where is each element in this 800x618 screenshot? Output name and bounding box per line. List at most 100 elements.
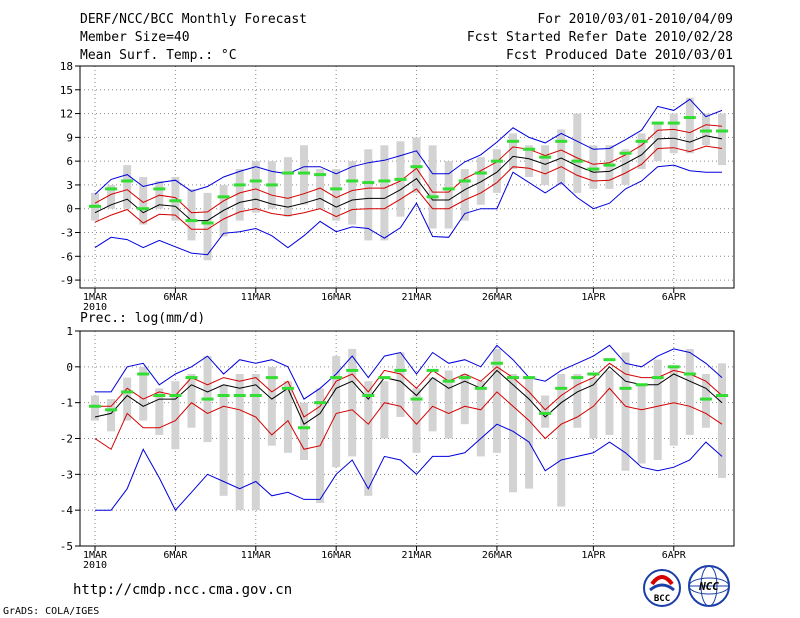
observation-mark [539, 411, 552, 415]
ensemble-range-bar [460, 374, 469, 425]
ensemble-range-bar [557, 374, 566, 507]
observation-mark [137, 372, 150, 376]
ensemble-range-bar [348, 348, 357, 457]
ensemble-range-bar [669, 113, 678, 154]
y-tick-label: 18 [60, 60, 73, 73]
ensemble-range-bar [364, 149, 373, 241]
ensemble-range-bar [460, 169, 469, 221]
observation-mark [426, 368, 439, 372]
ensemble-range-bar [412, 137, 421, 193]
observation-mark [490, 159, 503, 163]
ensemble-range-bar [139, 177, 148, 225]
observation-mark [410, 397, 423, 401]
ensemble-range-bar [235, 374, 244, 511]
ensemble-range-bar [300, 145, 308, 205]
y-tick-label: -5 [60, 540, 73, 553]
ensemble-range-bar [123, 165, 132, 209]
x-year-label: 2010 [83, 302, 107, 313]
ensemble-range-bar [701, 113, 710, 146]
figure-title: DERF/NCC/BCC Monthly Forecast [80, 12, 307, 27]
spread-upper-line [95, 362, 723, 418]
ensemble-range-bar [171, 177, 180, 221]
observation-mark [105, 187, 118, 191]
x-tick-label: 6APR [662, 550, 687, 561]
observation-mark [667, 365, 680, 369]
temperature-variable-label: Mean Surf. Temp.: °C [80, 48, 237, 63]
observation-mark [362, 394, 375, 397]
observation-mark [314, 401, 327, 405]
observation-mark [249, 179, 262, 183]
x-tick-label: 1MAR [83, 550, 108, 561]
ensemble-range-bar [171, 381, 180, 450]
observation-mark [619, 151, 632, 155]
ensemble-range-bar [187, 374, 196, 428]
ensemble-max-line [95, 344, 723, 400]
source-url[interactable]: http://cmdp.ncc.cma.gov.cn [73, 582, 292, 598]
observation-mark [153, 187, 166, 191]
observation-mark [555, 139, 568, 143]
observation-mark [571, 159, 584, 163]
ensemble-range-bar [573, 374, 582, 428]
ensemble-range-bar [219, 384, 228, 496]
observation-mark [137, 207, 150, 211]
y-tick-label: 1 [66, 325, 73, 338]
x-tick-label: 26MAR [482, 292, 513, 303]
observation-mark [185, 219, 198, 223]
observation-mark [314, 173, 327, 177]
ensemble-range-bar [412, 388, 421, 453]
observation-mark [651, 376, 664, 380]
ensemble-range-bar [380, 381, 389, 439]
observation-mark [346, 179, 359, 183]
observation-mark [555, 386, 568, 390]
bcc-logo: BCC [643, 569, 681, 607]
x-tick-label: 6APR [662, 292, 687, 303]
observation-mark [474, 386, 487, 390]
ensemble-range-bar [701, 374, 710, 428]
ensemble-range-bar [573, 113, 582, 193]
y-tick-label: -9 [60, 274, 73, 287]
observation-mark [121, 390, 134, 394]
observation-mark [523, 376, 536, 380]
ensemble-range-bar [718, 113, 726, 166]
ensemble-range-bar [444, 161, 453, 229]
observation-mark [89, 204, 101, 208]
ensemble-range-bar [316, 169, 325, 209]
observation-mark [121, 179, 134, 183]
ensemble-range-bar [107, 184, 116, 209]
ensemble-range-bar [589, 377, 598, 439]
observation-mark [667, 121, 680, 125]
observation-mark [201, 221, 214, 225]
observation-mark [346, 368, 359, 372]
ensemble-range-bar [621, 352, 630, 471]
grads-credit: GrADS: COLA/IGES [3, 606, 99, 617]
x-tick-label: 16MAR [321, 292, 352, 303]
y-tick-label: 12 [60, 108, 73, 121]
ensemble-range-bar [541, 145, 550, 185]
ensemble-range-bar [396, 352, 405, 417]
observation-mark [169, 394, 182, 397]
ensemble-range-bar [251, 161, 260, 213]
ensemble-range-bar [492, 348, 501, 453]
spread-lower-line [94, 145, 723, 230]
ensemble-range-bar [348, 161, 357, 225]
observation-mark [265, 183, 278, 187]
y-tick-label: -2 [60, 433, 73, 446]
observation-mark [507, 139, 519, 143]
ncc-logo-text: NCC [698, 580, 719, 593]
observation-mark [378, 179, 391, 183]
ensemble-range-bar [364, 381, 373, 496]
y-tick-label: 15 [60, 84, 73, 97]
ensemble-range-bar [187, 188, 196, 241]
ensemble-range-bar [332, 356, 341, 468]
ensemble-range-bar [637, 133, 646, 170]
member-size-label: Member Size=40 [80, 30, 190, 45]
observation-mark [587, 372, 600, 376]
ensemble-range-bar [203, 192, 212, 261]
observation-mark [683, 116, 696, 120]
ensemble-mean-line [94, 366, 723, 425]
y-tick-label: -4 [60, 504, 74, 517]
observation-mark [217, 394, 230, 397]
observation-mark [298, 171, 310, 175]
ensemble-range-bar [509, 374, 517, 493]
